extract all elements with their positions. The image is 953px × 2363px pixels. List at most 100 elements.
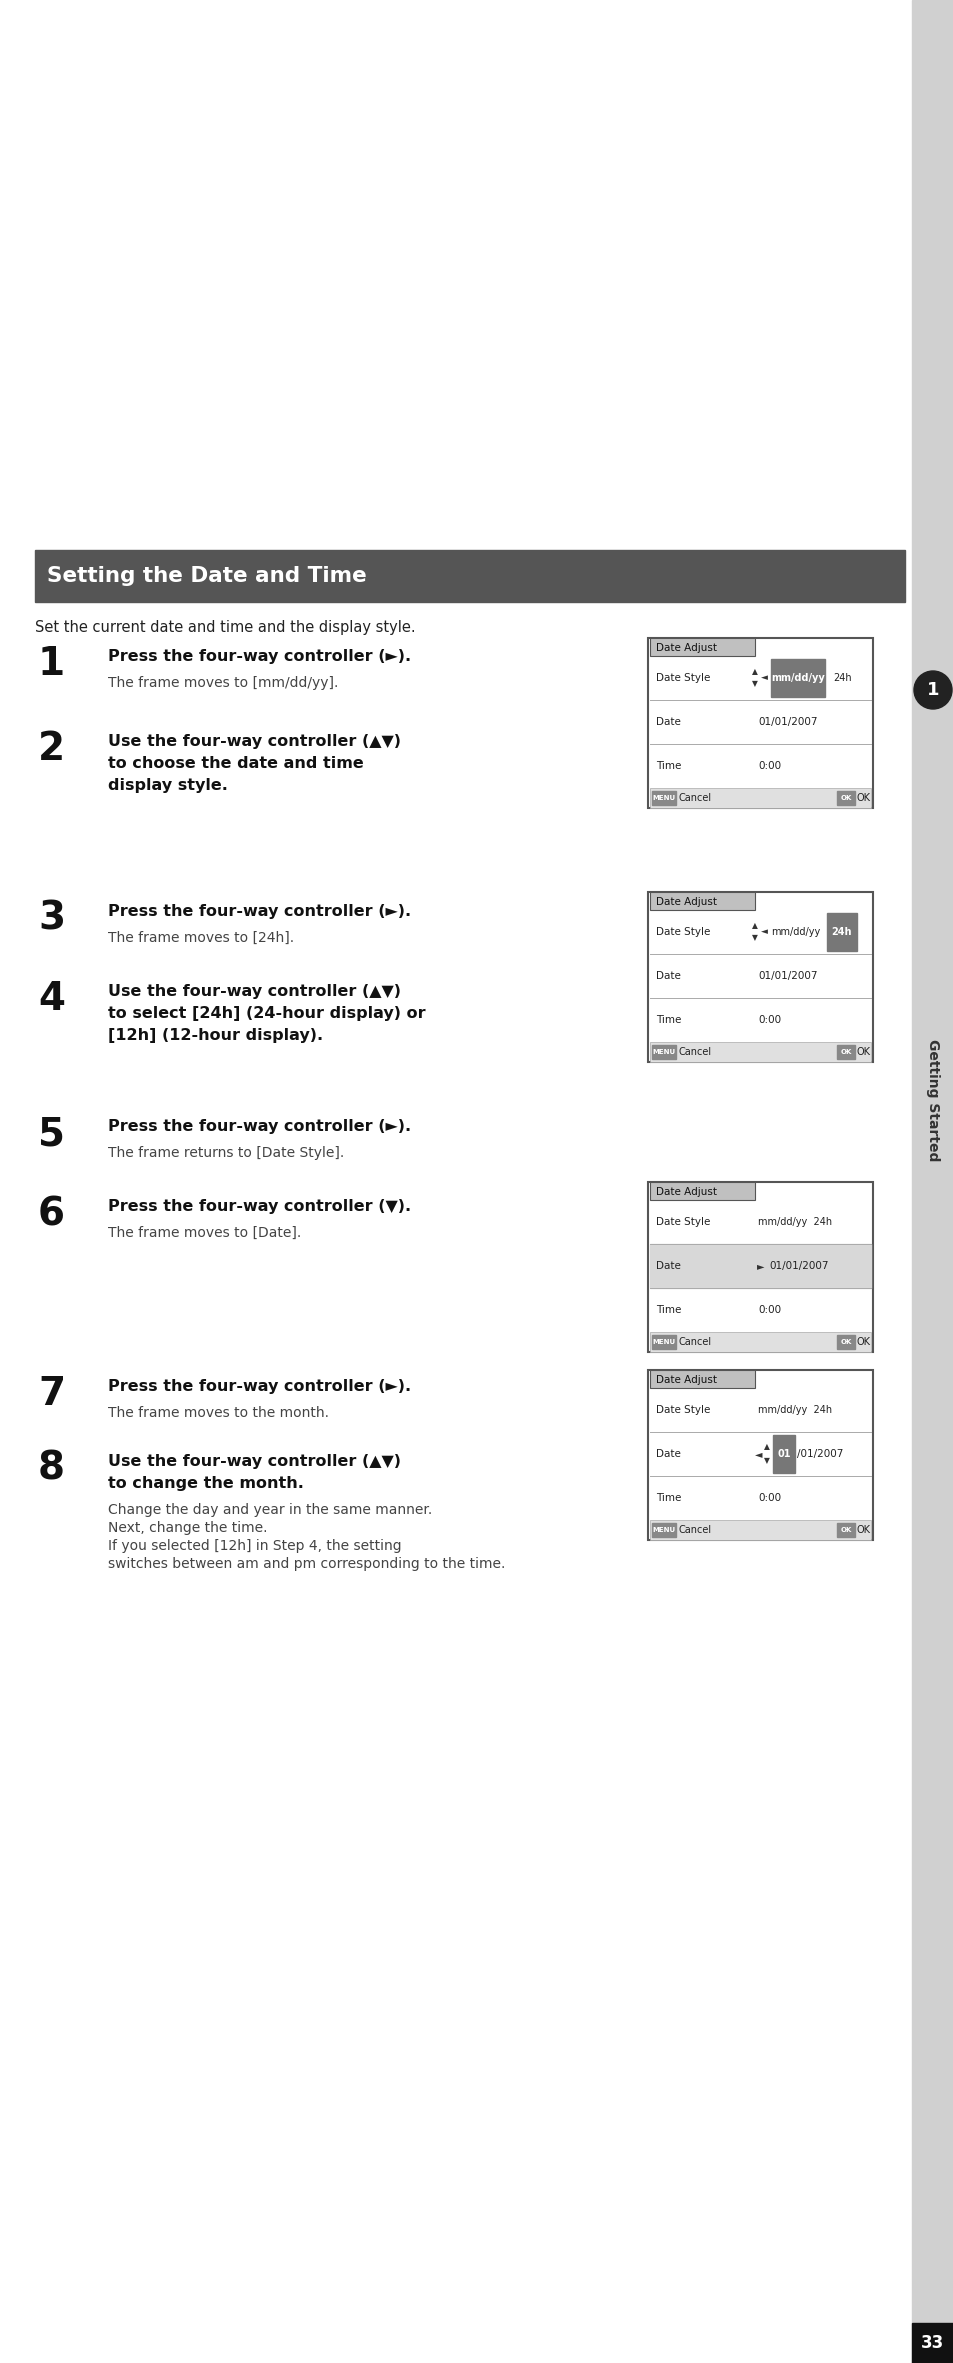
Bar: [836, 792, 854, 806]
Bar: [649, 1519, 870, 1541]
Bar: [911, 2323, 953, 2363]
Text: Date Adjust: Date Adjust: [656, 898, 717, 907]
Text: 6: 6: [38, 1196, 65, 1233]
Text: 8: 8: [38, 1451, 65, 1489]
Text: 01/01/2007: 01/01/2007: [758, 716, 817, 728]
Text: MENU: MENU: [652, 794, 675, 801]
Text: Time: Time: [656, 1304, 680, 1314]
Text: Date: Date: [656, 1262, 680, 1271]
Text: Use the four-way controller (▲▼): Use the four-way controller (▲▼): [108, 735, 400, 749]
Bar: [649, 638, 754, 657]
Text: 01/01/2007: 01/01/2007: [768, 1262, 827, 1271]
Text: ▲: ▲: [751, 666, 757, 676]
Bar: [647, 1182, 872, 1352]
Bar: [772, 1434, 794, 1472]
Text: 0:00: 0:00: [758, 1493, 781, 1503]
Bar: [35, 551, 904, 603]
Text: ◄: ◄: [760, 929, 766, 936]
Text: OK: OK: [840, 1526, 851, 1534]
Text: Cancel: Cancel: [679, 1047, 711, 1056]
Text: 4: 4: [38, 981, 65, 1018]
Bar: [649, 1333, 870, 1352]
Text: 01/01/2007: 01/01/2007: [758, 971, 817, 981]
Text: ◄: ◄: [760, 673, 766, 683]
Text: [12h] (12-hour display).: [12h] (12-hour display).: [108, 1028, 323, 1042]
Text: Cancel: Cancel: [679, 794, 711, 803]
Circle shape: [913, 671, 951, 709]
Bar: [649, 891, 754, 910]
Bar: [649, 1182, 754, 1200]
Text: Press the four-way controller (►).: Press the four-way controller (►).: [108, 650, 411, 664]
Bar: [651, 1335, 676, 1349]
Text: to choose the date and time: to choose the date and time: [108, 756, 363, 770]
Text: Time: Time: [656, 1493, 680, 1503]
Text: MENU: MENU: [652, 1049, 675, 1054]
Bar: [651, 1524, 676, 1536]
Text: ▼: ▼: [751, 681, 757, 688]
Text: Date Adjust: Date Adjust: [656, 1375, 717, 1385]
Text: Date Style: Date Style: [656, 1406, 710, 1415]
Text: switches between am and pm corresponding to the time.: switches between am and pm corresponding…: [108, 1557, 505, 1571]
Text: 7: 7: [38, 1375, 65, 1413]
Bar: [836, 1044, 854, 1059]
Text: display style.: display style.: [108, 777, 228, 794]
Text: 3: 3: [38, 900, 65, 938]
Text: Set the current date and time and the display style.: Set the current date and time and the di…: [35, 619, 416, 636]
Text: 0:00: 0:00: [758, 1304, 781, 1314]
Text: The frame moves to [Date].: The frame moves to [Date].: [108, 1226, 301, 1241]
Text: Date Style: Date Style: [656, 673, 710, 683]
Text: Change the day and year in the same manner.: Change the day and year in the same mann…: [108, 1503, 432, 1517]
Text: 24h: 24h: [831, 926, 851, 938]
Text: mm/dd/yy  24h: mm/dd/yy 24h: [758, 1217, 831, 1226]
Text: OK: OK: [856, 1524, 870, 1536]
Bar: [911, 0, 953, 2363]
Text: Date: Date: [656, 1449, 680, 1458]
Text: MENU: MENU: [652, 1526, 675, 1534]
Bar: [649, 1371, 754, 1387]
Text: mm/dd/yy: mm/dd/yy: [770, 673, 824, 683]
Text: ▼: ▼: [763, 1456, 769, 1465]
Text: Press the four-way controller (►).: Press the four-way controller (►).: [108, 1120, 411, 1134]
Text: Press the four-way controller (►).: Press the four-way controller (►).: [108, 905, 411, 919]
Text: The frame moves to the month.: The frame moves to the month.: [108, 1406, 329, 1420]
Bar: [647, 638, 872, 808]
Text: Time: Time: [656, 1016, 680, 1026]
Text: ▼: ▼: [751, 933, 757, 943]
Text: 1: 1: [38, 645, 65, 683]
Bar: [649, 1042, 870, 1061]
Bar: [649, 1243, 870, 1288]
Text: 01: 01: [777, 1449, 790, 1458]
Text: ►: ►: [757, 1262, 763, 1271]
Text: 0:00: 0:00: [758, 1016, 781, 1026]
Text: Date Style: Date Style: [656, 926, 710, 938]
Text: 2: 2: [38, 730, 65, 768]
Text: Press the four-way controller (►).: Press the four-way controller (►).: [108, 1380, 411, 1394]
Text: Date: Date: [656, 716, 680, 728]
Text: OK: OK: [840, 1340, 851, 1345]
Bar: [647, 1371, 872, 1541]
Text: 24h: 24h: [832, 673, 851, 683]
Text: Getting Started: Getting Started: [925, 1040, 939, 1160]
Text: Setting the Date and Time: Setting the Date and Time: [47, 567, 366, 586]
Text: Date Adjust: Date Adjust: [656, 1186, 717, 1198]
Bar: [836, 1524, 854, 1536]
Text: MENU: MENU: [652, 1340, 675, 1345]
Text: Time: Time: [656, 761, 680, 770]
Text: Date: Date: [656, 971, 680, 981]
Text: ▲: ▲: [763, 1441, 769, 1451]
Text: 33: 33: [921, 2335, 943, 2351]
Text: Cancel: Cancel: [679, 1337, 711, 1347]
Text: OK: OK: [840, 794, 851, 801]
Text: /01/2007: /01/2007: [796, 1449, 842, 1458]
Text: The frame returns to [Date Style].: The frame returns to [Date Style].: [108, 1146, 344, 1160]
Text: Cancel: Cancel: [679, 1524, 711, 1536]
Bar: [647, 891, 872, 1061]
Text: Date Adjust: Date Adjust: [656, 643, 717, 652]
Bar: [651, 792, 676, 806]
Text: mm/dd/yy: mm/dd/yy: [770, 926, 820, 938]
Text: Use the four-way controller (▲▼): Use the four-way controller (▲▼): [108, 1453, 400, 1470]
Bar: [826, 912, 856, 950]
Text: Next, change the time.: Next, change the time.: [108, 1522, 267, 1536]
Text: to change the month.: to change the month.: [108, 1477, 304, 1491]
Text: Use the four-way controller (▲▼): Use the four-way controller (▲▼): [108, 983, 400, 1000]
